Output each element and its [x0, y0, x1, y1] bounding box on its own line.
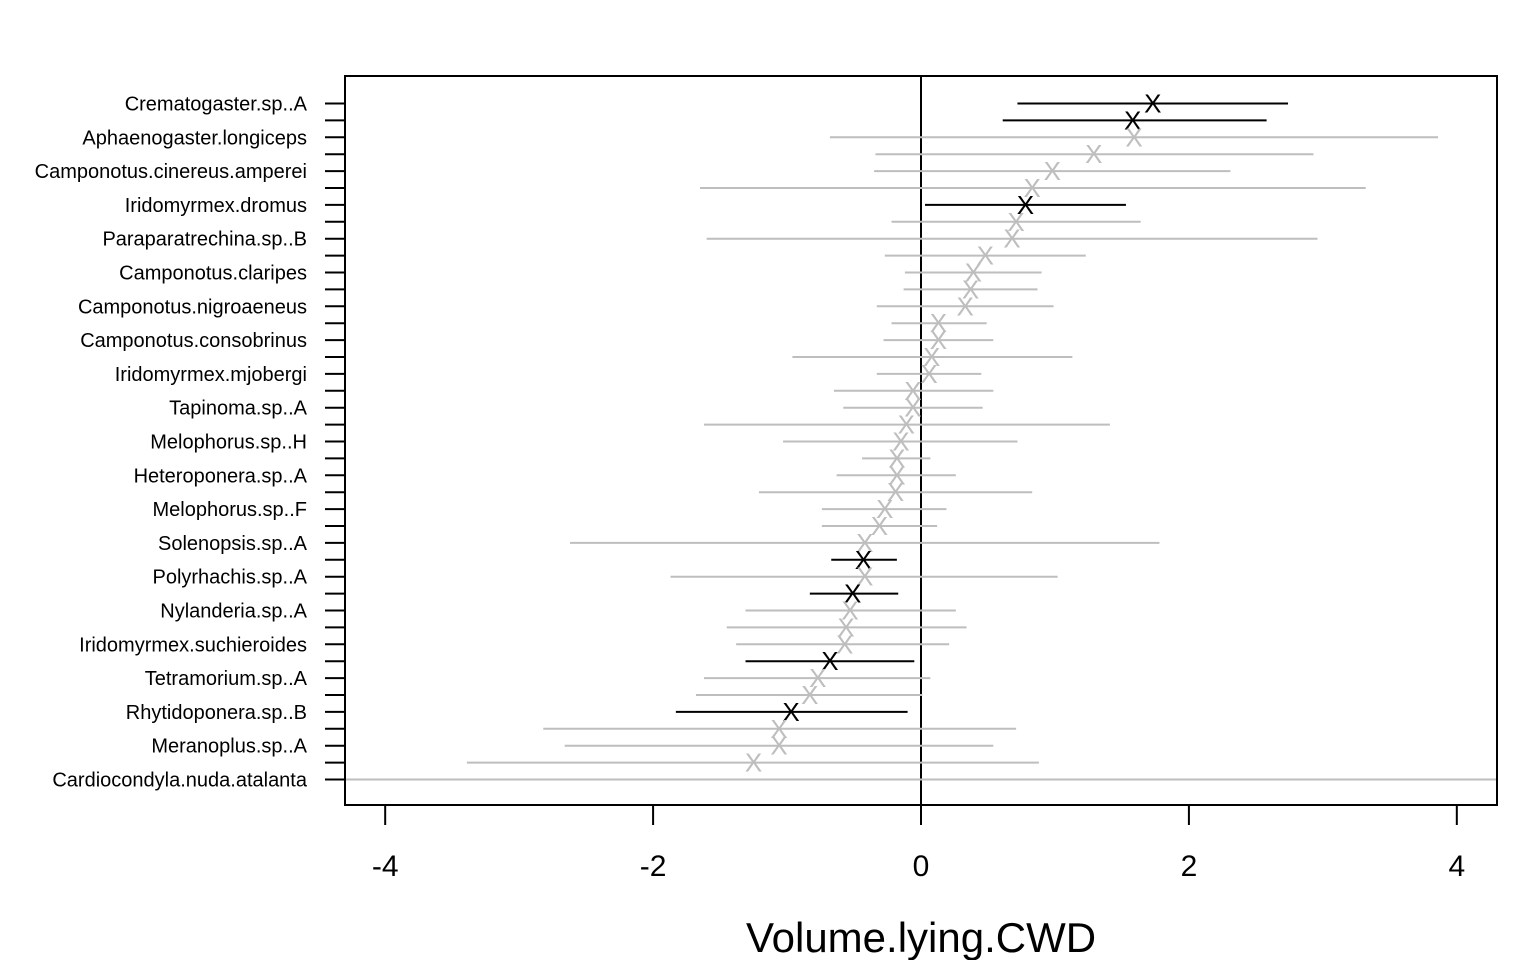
- estimate-point: X: [770, 714, 787, 744]
- estimate-point: X: [856, 528, 873, 558]
- estimate-point: X: [920, 359, 937, 389]
- y-tick-label: Camponotus.nigroaeneus: [78, 296, 307, 318]
- estimate-point: X: [930, 325, 947, 355]
- estimate-point: X: [876, 494, 893, 524]
- y-tick-label: Iridomyrmex.mjobergi: [115, 364, 307, 386]
- estimate-point: X: [1017, 190, 1034, 220]
- estimate-point: X: [856, 562, 873, 592]
- y-tick-label: Melophorus.sp..H: [150, 432, 307, 454]
- x-tick-label: 0: [913, 850, 930, 883]
- y-tick-label: Cardiocondyla.nuda.atalanta: [52, 770, 308, 792]
- x-tick-label: 2: [1181, 850, 1198, 883]
- estimate-point: X: [1007, 207, 1024, 237]
- y-tick-label: Iridomyrmex.dromus: [125, 195, 307, 217]
- estimate-point: X: [888, 443, 905, 473]
- y-tick-label: Iridomyrmex.suchieroides: [79, 634, 307, 656]
- estimate-point: X: [923, 342, 940, 372]
- estimate-point: X: [809, 663, 826, 693]
- x-tick-label: -4: [372, 850, 399, 883]
- estimate-point: X: [821, 646, 838, 676]
- y-tick-label: Solenopsis.sp..A: [158, 533, 308, 555]
- estimate-point: X: [898, 410, 915, 440]
- estimate-point: X: [1125, 122, 1142, 152]
- estimate-point: X: [782, 697, 799, 727]
- x-axis: -4 -2 0 2 4: [372, 804, 1465, 883]
- estimate-point: X: [904, 393, 921, 423]
- estimate-point: X: [841, 596, 858, 626]
- estimate-point: X: [1044, 156, 1061, 186]
- estimate-point: X: [957, 291, 974, 321]
- estimate-point: X: [836, 629, 853, 659]
- y-tick-label: Camponotus.claripes: [119, 263, 307, 285]
- x-tick-label: 4: [1448, 850, 1465, 883]
- estimate-point: X: [962, 274, 979, 304]
- estimate-point: X: [1124, 105, 1141, 135]
- y-tick-label: Heteroponera.sp..A: [134, 465, 308, 487]
- y-tick-label: Melophorus.sp..F: [152, 499, 307, 521]
- x-tick-label: -2: [640, 850, 667, 883]
- estimate-point: X: [1003, 224, 1020, 254]
- y-tick-label: Crematogaster.sp..A: [125, 94, 308, 116]
- estimate-point: X: [855, 545, 872, 575]
- y-tick-label: Aphaenogaster.longiceps: [82, 127, 307, 149]
- estimate-point: X: [801, 680, 818, 710]
- y-axis: Crematogaster.sp..A Aphaenogaster.longice…: [35, 94, 345, 792]
- estimate-point: X: [892, 427, 909, 457]
- estimate-point: X: [904, 376, 921, 406]
- estimate-point: X: [977, 241, 994, 271]
- estimate-point: X: [1144, 89, 1161, 119]
- y-tick-label: Meranoplus.sp..A: [151, 736, 307, 758]
- estimate-point: X: [965, 258, 982, 288]
- y-tick-label: Camponotus.consobrinus: [80, 330, 307, 352]
- estimate-point: X: [871, 511, 888, 541]
- estimate-point: X: [1085, 139, 1102, 169]
- y-tick-label: Tapinoma.sp..A: [169, 398, 308, 420]
- estimate-point: X: [745, 748, 762, 778]
- y-tick-label: Tetramorium.sp..A: [145, 668, 308, 690]
- estimate-point: X: [888, 460, 905, 490]
- estimate-point: X: [844, 579, 861, 609]
- estimate-point: X: [837, 612, 854, 642]
- estimate-point: X: [887, 477, 904, 507]
- y-tick-label: Camponotus.cinereus.amperei: [35, 161, 307, 183]
- estimate-point: X: [930, 308, 947, 338]
- y-tick-label: Paraparatrechina.sp..B: [102, 229, 307, 251]
- x-axis-label: Volume.lying.CWD: [746, 914, 1096, 960]
- y-tick-label: Nylanderia.sp..A: [160, 601, 307, 623]
- y-tick-label: Rhytidoponera.sp..B: [126, 702, 307, 724]
- interval-layer: [345, 102, 1497, 781]
- y-tick-label: Polyrhachis.sp..A: [152, 567, 307, 589]
- estimate-point: X: [1024, 173, 1041, 203]
- estimate-point: X: [770, 731, 787, 761]
